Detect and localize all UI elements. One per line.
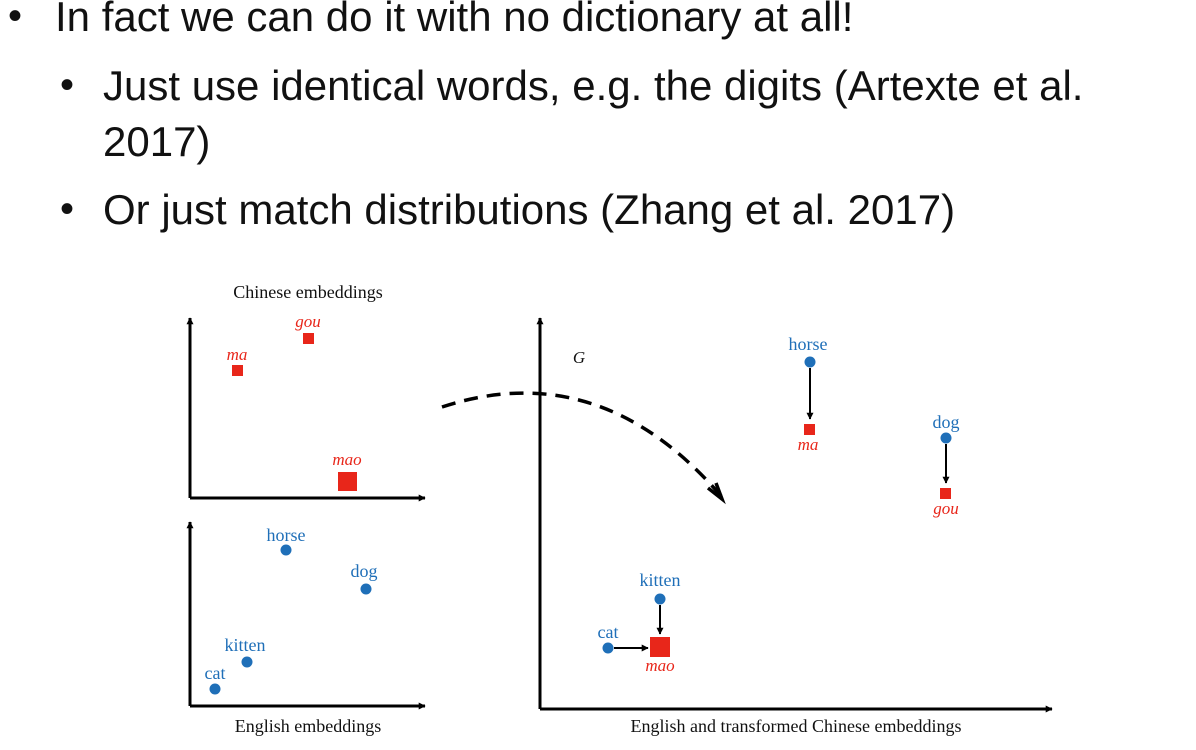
combined-point-mao	[650, 637, 670, 657]
combined-label-mao: mao	[645, 656, 674, 675]
point-horse	[280, 544, 292, 556]
bullet-marker: •	[8, 0, 23, 38]
word-label-gou: gou	[295, 312, 321, 331]
combined-point-ma	[804, 424, 815, 435]
combined-label-dog: dog	[933, 412, 960, 432]
bullet-level2-identical-words-line1: Just use identical words, e.g. the digit…	[103, 62, 1084, 109]
word-label-ma: ma	[227, 345, 248, 364]
word-label-horse: horse	[267, 525, 306, 545]
word-label-cat: cat	[205, 663, 226, 683]
bullet-level1: In fact we can do it with no dictionary …	[55, 0, 854, 40]
word-label-kitten: kitten	[225, 635, 266, 655]
combined-label-cat: cat	[598, 622, 619, 642]
combined-point-gou	[940, 488, 951, 499]
combined-point-horse	[804, 356, 816, 368]
combined-label-kitten: kitten	[640, 570, 681, 590]
english-panel-title: English embeddings	[235, 716, 382, 736]
bullet-marker: •	[60, 187, 75, 231]
chinese-embeddings-panel: Chinese embeddings ma gou mao	[186, 282, 426, 502]
point-cat	[209, 683, 221, 695]
bullet-list: • In fact we can do it with no dictionar…	[0, 0, 1196, 250]
combined-point-kitten	[654, 593, 666, 605]
point-ma	[232, 365, 243, 376]
point-kitten	[241, 656, 253, 668]
mapping-g-arrowhead	[706, 482, 726, 505]
point-mao	[338, 472, 357, 491]
english-embeddings-panel: English embeddings horse dog kitten cat	[186, 521, 426, 736]
combined-point-cat	[602, 642, 614, 654]
word-label-mao: mao	[332, 450, 361, 469]
point-dog	[360, 583, 372, 595]
bullet-level2-identical-words-line2: 2017)	[103, 118, 211, 165]
mapping-g-dashed-arrow	[441, 391, 724, 499]
combined-panel-title: English and transformed Chinese embeddin…	[631, 716, 962, 736]
word-label-dog: dog	[351, 561, 378, 581]
point-gou	[303, 333, 314, 344]
bullet-level2-match-distributions: Or just match distributions (Zhang et al…	[103, 186, 956, 233]
mapping-g: G	[441, 348, 726, 505]
mapping-g-label: G	[573, 348, 585, 367]
combined-embeddings-panel: English and transformed Chinese embeddin…	[536, 317, 1053, 736]
combined-point-dog	[940, 432, 952, 444]
combined-label-horse: horse	[789, 334, 828, 354]
combined-label-ma: ma	[798, 435, 819, 454]
combined-label-gou: gou	[933, 499, 959, 518]
bullet-marker: •	[60, 63, 75, 107]
chinese-panel-title: Chinese embeddings	[233, 282, 382, 302]
